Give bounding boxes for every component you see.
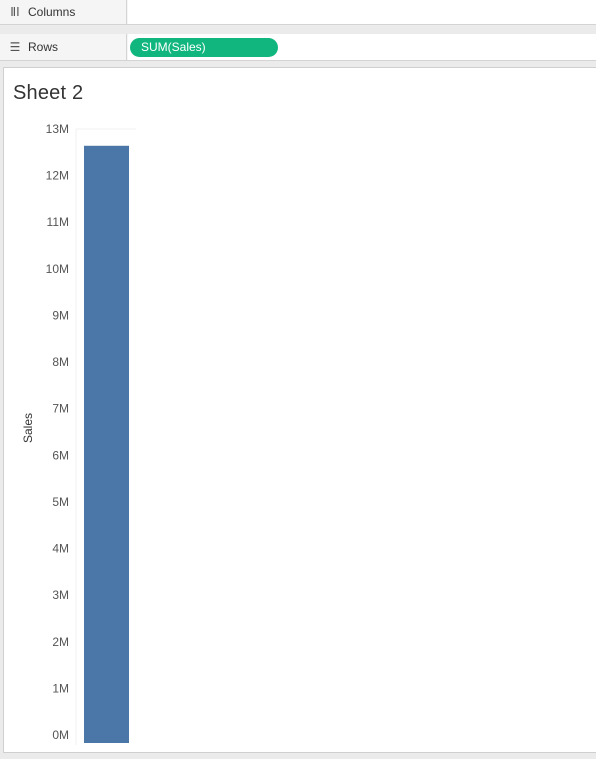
- y-tick-label: 1M: [52, 681, 69, 695]
- y-tick-label: 9M: [52, 308, 69, 322]
- sheet-view: Sheet 2 0M 1M 2M 3M 4M 5M 6M 7M 8M 9M 10M 11M 12M 13M…: [3, 67, 596, 753]
- y-tick-label: 5M: [52, 495, 69, 509]
- bar-chart: 0M 1M 2M 3M 4M 5M 6M 7M 8M 9M 10M 11M 12M 13M Sales: [21, 122, 136, 745]
- rows-shelf-label: ☰ Rows: [0, 34, 127, 60]
- columns-label: Columns: [28, 5, 76, 19]
- y-tick-label: 13M: [46, 122, 69, 136]
- rows-icon: ☰: [9, 40, 21, 54]
- y-tick-label: 12M: [46, 169, 69, 183]
- rows-label: Rows: [28, 40, 59, 54]
- columns-icon: ⅡⅠ: [10, 5, 20, 19]
- y-tick-label: 0M: [52, 728, 69, 742]
- columns-drop-area[interactable]: [128, 0, 596, 24]
- sheet-title: Sheet 2: [13, 82, 84, 104]
- y-tick-label: 2M: [52, 635, 69, 649]
- chart-grid: [75, 128, 136, 745]
- sum-sales-pill[interactable]: SUM(Sales): [130, 38, 278, 57]
- y-tick-label: 8M: [52, 355, 69, 369]
- y-tick-label: 6M: [52, 448, 69, 462]
- y-tick-label: 10M: [46, 262, 69, 276]
- y-axis-title: Sales: [21, 413, 35, 443]
- bar-sales[interactable]: [84, 145, 129, 743]
- columns-shelf-label: ⅡⅠ Columns: [0, 0, 127, 24]
- y-tick-label: 11M: [47, 215, 69, 229]
- y-axis-ticks: 0M 1M 2M 3M 4M 5M 6M 7M 8M 9M 10M 11M 12M 13M: [46, 122, 69, 742]
- columns-shelf: ⅡⅠ Columns: [0, 0, 596, 25]
- y-tick-label: 4M: [52, 542, 69, 556]
- rows-drop-area[interactable]: SUM(Sales): [128, 34, 596, 60]
- y-tick-label: 7M: [52, 402, 69, 416]
- y-tick-label: 3M: [52, 588, 69, 602]
- bars: [84, 145, 129, 743]
- rows-shelf: ☰ Rows SUM(Sales): [0, 34, 596, 61]
